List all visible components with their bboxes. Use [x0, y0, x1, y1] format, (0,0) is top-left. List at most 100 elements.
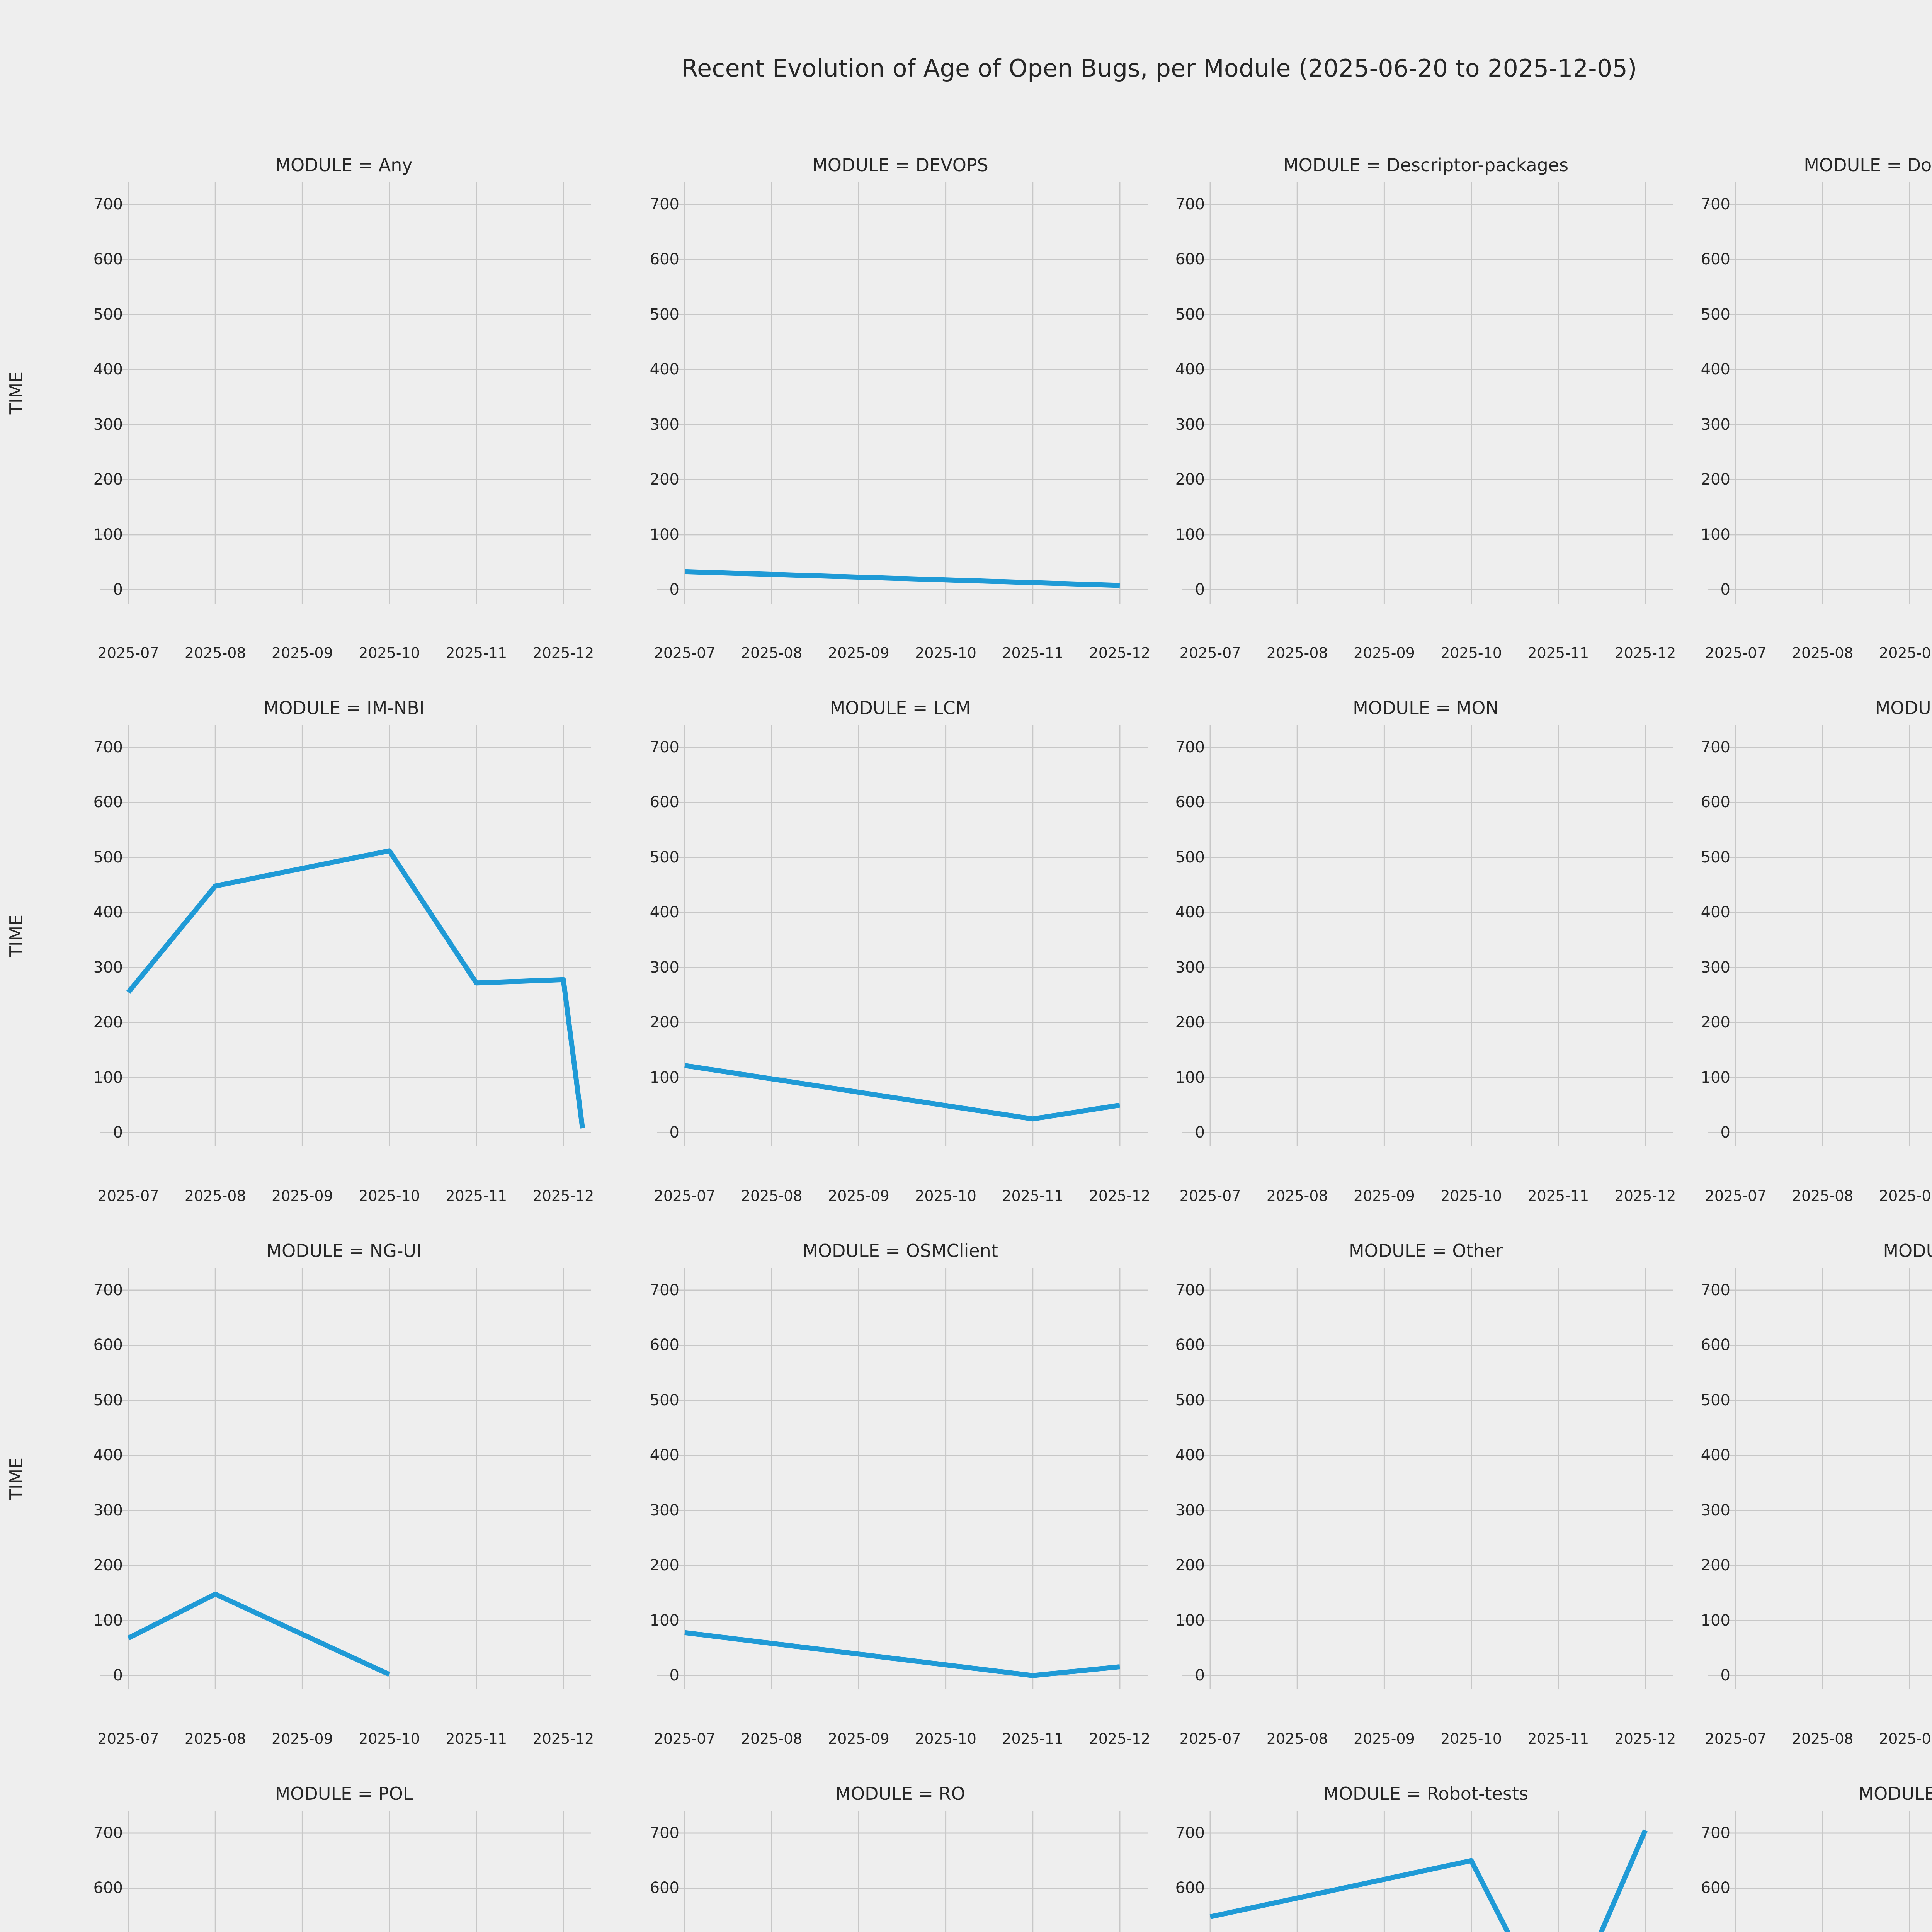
x-axis-tick-label: 2025-10	[359, 645, 420, 662]
x-axis-tick-label: 2025-11	[446, 645, 507, 662]
facet-row: MODULE = NG-UI 0 100 200 300 400 500 600 700 2025…	[0, 1233, 1932, 1776]
x-axis-tick-label: 2025-08	[1792, 645, 1854, 662]
x-axis-tick-label: 2025-08	[1266, 1730, 1328, 1747]
x-axis-tick-label: 2025-11	[1002, 1187, 1064, 1204]
x-axis-tick-label: 2025-09	[1354, 1187, 1415, 1204]
x-axis-tick-label: 2025-07	[654, 1730, 716, 1747]
y-axis-tick-label: 600	[650, 250, 679, 269]
x-axis-tick-label: 2025-12	[1089, 1187, 1151, 1204]
facet-title: MODULE = DEVOPS	[812, 155, 988, 175]
y-axis-tick-label: 400	[93, 1446, 123, 1464]
y-axis-tick-label: 400	[650, 903, 679, 922]
x-axis-tick-label: 2025-08	[1266, 645, 1328, 662]
y-axis-tick-label: 400	[650, 361, 679, 379]
y-axis-tick-label: 700	[1701, 195, 1730, 213]
x-axis-tick-label: 2025-09	[1354, 1730, 1415, 1747]
facet-row: MODULE = IM-NBI 0 100 200 300 400 500 600 700 202…	[0, 690, 1932, 1233]
y-axis-tick-label: 100	[1701, 1068, 1730, 1087]
x-axis-tick-label: 2025-10	[1440, 1187, 1502, 1204]
y-axis-tick-label: 0	[1720, 581, 1730, 599]
y-axis-tick-label: 300	[650, 958, 679, 976]
x-axis-tick-label: 2025-10	[359, 1730, 420, 1747]
y-axis-tick-label: 500	[93, 848, 123, 866]
y-axis-tick-label: 100	[650, 1068, 679, 1087]
plot-background	[657, 182, 1148, 604]
y-axis-tick-label: 700	[650, 1281, 679, 1299]
y-axis-tick-label: 100	[650, 1611, 679, 1629]
y-axis-tick-label: 100	[1701, 1611, 1730, 1629]
y-axis-tick-label: 600	[650, 793, 679, 811]
x-axis-tick-label: 2025-10	[359, 1187, 420, 1204]
plot-background	[1182, 1268, 1673, 1689]
y-axis-tick-label: 500	[1701, 848, 1730, 866]
x-axis-tick-label: 2025-11	[1527, 645, 1589, 662]
y-axis-tick-label: 700	[650, 738, 679, 756]
facet-panel: MODULE = IM-NBI 0 100 200 300 400 500 600 700 202…	[6, 690, 614, 1233]
facet-row: MODULE = POL01002003004005006007002025-0…	[0, 1776, 1932, 1932]
y-axis-tick-label: 200	[93, 471, 123, 489]
y-axis-tick-label: 700	[1175, 738, 1205, 756]
facet-panel: MODULE = MON 0 100 200 300 400 500 600 700 2025-0…	[1155, 690, 1696, 1233]
y-axis-tick-label: 0	[113, 581, 123, 599]
y-axis-tick-label: 200	[1175, 471, 1205, 489]
x-axis-tick-label: 2025-12	[532, 1187, 594, 1204]
facet-title: MODULE = Unknown	[1858, 1783, 1932, 1804]
y-axis-tick-label: 200	[1701, 1556, 1730, 1575]
y-axis-tick-label: 300	[93, 958, 123, 976]
x-axis-tick-label: 2025-10	[1440, 645, 1502, 662]
y-axis-tick-label: 400	[1175, 903, 1205, 922]
y-axis-tick-label: 600	[1175, 793, 1205, 811]
y-axis-tick-label: 300	[650, 415, 679, 434]
plot-canvas	[1708, 1811, 1932, 1932]
x-axis-tick-label: 2025-11	[1527, 1730, 1589, 1747]
y-axis-tick-label: 700	[1701, 1281, 1730, 1299]
x-axis-tick-label: 2025-10	[915, 645, 976, 662]
y-axis-tick-label: 0	[1195, 581, 1205, 599]
y-axis-tick-label: 400	[1701, 903, 1730, 922]
plot-area: 01002003004005006007002025-072025-082025…	[1701, 1811, 1932, 1932]
y-axis-tick-label: 400	[93, 903, 123, 922]
y-axis-tick-label: 700	[1175, 195, 1205, 213]
facet-panel: MODULE = Robot-tests01002003004005006007…	[1155, 1776, 1696, 1932]
y-axis-tick-label: 700	[93, 195, 123, 213]
plot-canvas	[100, 182, 591, 604]
y-axis-tick-label: 100	[650, 526, 679, 544]
y-axis-tick-label: 700	[1701, 1824, 1730, 1842]
plot-area: 01002003004005006007002025-072025-082025…	[94, 1811, 591, 1932]
facet-title: MODULE = PLA	[1883, 1240, 1932, 1261]
x-axis-tick-label: 2025-10	[915, 1187, 976, 1204]
x-axis-tick-label: 2025-08	[184, 645, 246, 662]
x-axis-tick-label: 2025-09	[272, 1187, 333, 1204]
plot-background	[1708, 1811, 1932, 1932]
x-axis-tick-label: 2025-09	[272, 645, 333, 662]
x-axis-tick-label: 2025-09	[828, 1730, 889, 1747]
y-axis-tick-label: 600	[93, 250, 123, 269]
x-axis-tick-label: 2025-09	[1879, 645, 1932, 662]
plot-background	[1708, 1268, 1932, 1689]
plot-canvas	[100, 725, 591, 1146]
y-axis-tick-label: 100	[93, 1068, 123, 1087]
x-axis-tick-label: 2025-09	[828, 645, 889, 662]
facet-panel: MODULE = Any 0 100 200 300 400 500 600 700 2025-0…	[6, 147, 614, 690]
x-axis-tick-label: 2025-10	[915, 1730, 976, 1747]
y-axis-tick-label: 500	[1701, 305, 1730, 323]
y-axis-tick-label: 0	[669, 1124, 679, 1142]
y-axis-tick-label: 100	[93, 1611, 123, 1629]
plot-canvas	[657, 1811, 1148, 1932]
y-axis-tick-label: 400	[93, 361, 123, 379]
y-axis-tick-label: 200	[93, 1556, 123, 1575]
plot-background	[657, 1268, 1148, 1689]
x-axis-tick-label: 2025-11	[446, 1730, 507, 1747]
y-axis-tick-label: 700	[1701, 738, 1730, 756]
data-line	[1209, 1829, 1648, 1932]
x-axis-tick-label: 2025-11	[1002, 1730, 1064, 1747]
y-axis-tick-label: 200	[650, 1014, 679, 1032]
facet-title: MODULE = Other	[1349, 1240, 1503, 1261]
facet-panel: MODULE = POL01002003004005006007002025-0…	[73, 1776, 614, 1932]
y-axis-tick-label: 600	[93, 793, 123, 811]
